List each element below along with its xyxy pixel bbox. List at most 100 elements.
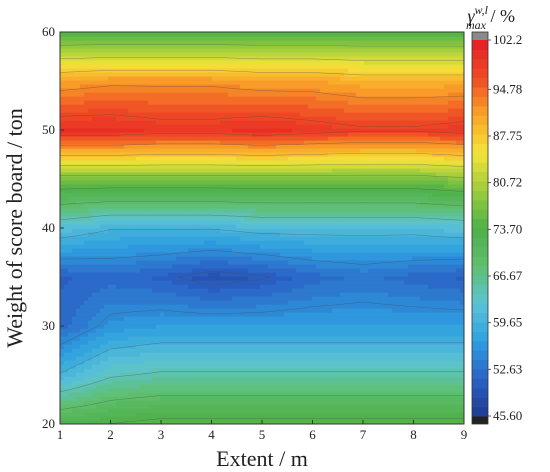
contour-cell bbox=[220, 296, 225, 301]
contour-cell bbox=[260, 296, 265, 301]
contour-cell bbox=[168, 388, 173, 393]
contour-cell bbox=[172, 380, 177, 385]
contour-cell bbox=[444, 308, 449, 313]
contour-cell bbox=[220, 284, 225, 289]
contour-cell bbox=[268, 412, 273, 417]
contour-cell bbox=[236, 276, 241, 281]
contour-cell bbox=[168, 368, 173, 373]
contour-cell bbox=[172, 296, 177, 301]
contour-cell bbox=[276, 412, 281, 417]
contour-cell bbox=[316, 300, 321, 305]
contour-cell bbox=[132, 308, 137, 313]
contour-cell bbox=[132, 364, 137, 369]
contour-cell bbox=[152, 264, 157, 269]
contour-cell bbox=[100, 348, 105, 353]
contour-cell bbox=[180, 328, 185, 333]
contour-cell bbox=[248, 240, 253, 245]
contour-cell bbox=[380, 240, 385, 245]
contour-cell bbox=[436, 324, 441, 329]
contour-cell bbox=[72, 392, 77, 397]
contour-cell bbox=[452, 368, 457, 373]
contour-cell bbox=[276, 352, 281, 357]
contour-cell bbox=[168, 328, 173, 333]
contour-cell bbox=[216, 368, 221, 373]
contour-cell bbox=[208, 360, 213, 365]
contour-cell bbox=[368, 236, 373, 241]
contour-cell bbox=[88, 284, 93, 289]
contour-cell bbox=[400, 396, 405, 401]
contour-cell bbox=[380, 336, 385, 341]
contour-cell bbox=[340, 284, 345, 289]
contour-cell bbox=[268, 324, 273, 329]
contour-cell bbox=[220, 340, 225, 345]
contour-cell bbox=[260, 264, 265, 269]
contour-cell bbox=[64, 392, 69, 397]
contour-cell bbox=[400, 328, 405, 333]
contour-cell bbox=[452, 320, 457, 325]
contour-cell bbox=[96, 308, 101, 313]
contour-cell bbox=[316, 380, 321, 385]
contour-cell bbox=[244, 344, 249, 349]
contour-cell bbox=[268, 276, 273, 281]
contour-cell bbox=[380, 304, 385, 309]
contour-cell bbox=[356, 412, 361, 417]
contour-cell bbox=[92, 408, 97, 413]
contour-cell bbox=[448, 236, 453, 241]
contour-cell bbox=[96, 336, 101, 341]
contour-cell bbox=[248, 308, 253, 313]
contour-cell bbox=[216, 400, 221, 405]
contour-cell bbox=[160, 252, 165, 257]
contour-cell bbox=[392, 404, 397, 409]
contour-cell bbox=[304, 392, 309, 397]
contour-cell bbox=[116, 240, 121, 245]
contour-cell bbox=[372, 372, 377, 377]
contour-cell bbox=[108, 300, 113, 305]
contour-cell bbox=[424, 236, 429, 241]
contour-cell bbox=[292, 272, 297, 277]
contour-cell bbox=[224, 328, 229, 333]
contour-cell bbox=[252, 360, 257, 365]
contour-cell bbox=[216, 412, 221, 417]
contour-cell bbox=[116, 412, 121, 417]
contour-cell bbox=[440, 284, 445, 289]
contour-cell bbox=[168, 364, 173, 369]
contour-cell bbox=[200, 260, 205, 265]
contour-cell bbox=[268, 376, 273, 381]
contour-cell bbox=[204, 368, 209, 373]
contour-cell bbox=[196, 244, 201, 249]
contour-cell bbox=[420, 240, 425, 245]
contour-cell bbox=[164, 248, 169, 253]
contour-cell bbox=[296, 308, 301, 313]
contour-cell bbox=[308, 228, 313, 233]
contour-cell bbox=[104, 412, 109, 417]
contour-cell bbox=[248, 396, 253, 401]
contour-cell bbox=[412, 236, 417, 241]
contour-cell bbox=[444, 388, 449, 393]
contour-cell bbox=[416, 320, 421, 325]
contour-cell bbox=[60, 260, 65, 265]
contour-cell bbox=[432, 256, 437, 261]
contour-cell bbox=[168, 324, 173, 329]
contour-cell bbox=[152, 412, 157, 417]
contour-cell bbox=[440, 352, 445, 357]
contour-cell bbox=[352, 316, 357, 321]
contour-cell bbox=[220, 348, 225, 353]
contour-cell bbox=[136, 312, 141, 317]
contour-cell bbox=[116, 344, 121, 349]
contour-cell bbox=[208, 400, 213, 405]
contour-cell bbox=[412, 304, 417, 309]
contour-cell bbox=[224, 392, 229, 397]
contour-cell bbox=[320, 412, 325, 417]
contour-cell bbox=[84, 344, 89, 349]
contour-cell bbox=[268, 396, 273, 401]
contour-cell bbox=[108, 308, 113, 313]
contour-cell bbox=[328, 260, 333, 265]
contour-cell bbox=[372, 312, 377, 317]
contour-cell bbox=[80, 320, 85, 325]
contour-cell bbox=[372, 404, 377, 409]
contour-cell bbox=[136, 320, 141, 325]
contour-cell bbox=[276, 284, 281, 289]
contour-cell bbox=[144, 396, 149, 401]
contour-cell bbox=[200, 336, 205, 341]
contour-cell bbox=[60, 316, 65, 321]
